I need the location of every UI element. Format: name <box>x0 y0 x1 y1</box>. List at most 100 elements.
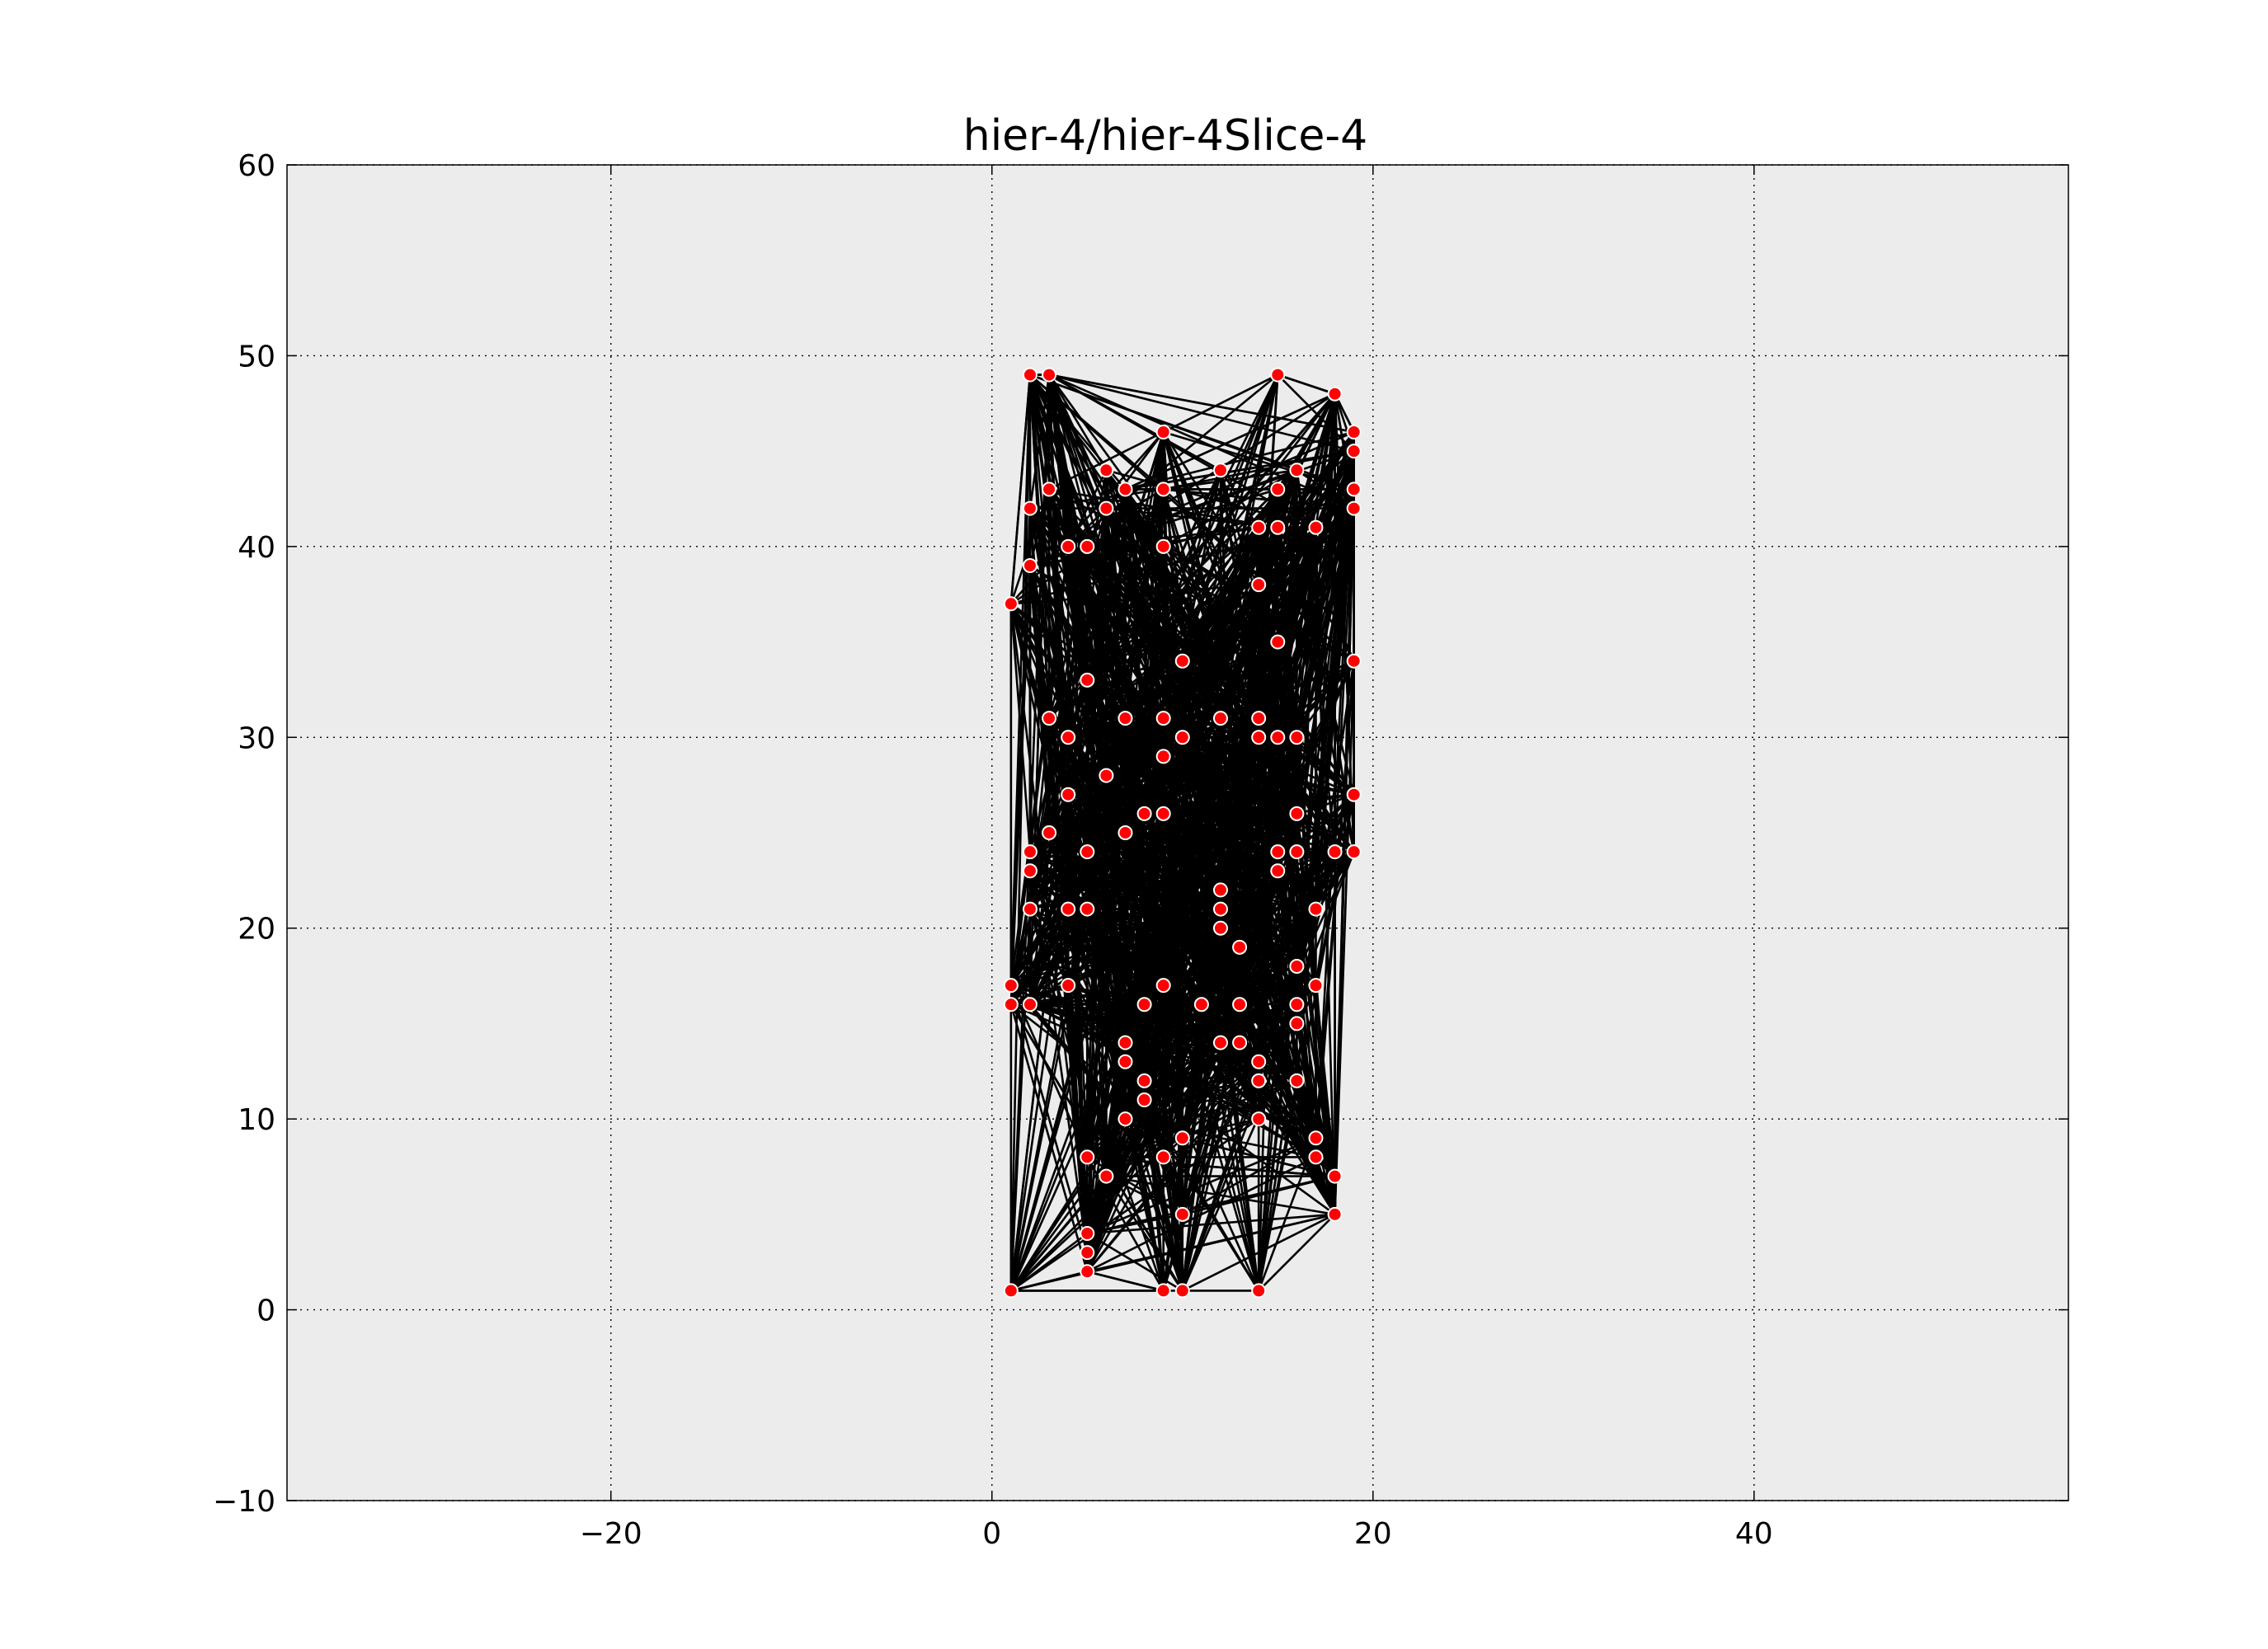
graph-node <box>1174 1283 1190 1299</box>
graph-node <box>1080 538 1095 554</box>
graph-edge <box>1124 832 1336 1215</box>
graph-node <box>1099 1168 1114 1184</box>
graph-edge <box>1009 736 1260 1006</box>
graph-edge <box>1009 565 1032 1005</box>
graph-edge <box>1067 488 1127 547</box>
graph-edge <box>1009 832 1127 1006</box>
graph-node <box>1080 1245 1095 1261</box>
graph-node <box>1155 425 1171 439</box>
graph-edge <box>1181 908 1317 1139</box>
graph-node <box>1136 997 1152 1012</box>
graph-edge <box>1124 717 1355 853</box>
graph-node <box>1251 519 1267 535</box>
graph-edge <box>1009 374 1032 986</box>
graph-edge <box>1143 737 1184 1082</box>
graph-edge <box>1162 851 1355 1158</box>
graph-node <box>1118 1035 1133 1050</box>
graph-node <box>1080 1149 1095 1165</box>
graph-node <box>1289 844 1305 860</box>
graph-node <box>1212 463 1228 478</box>
graph-edge <box>1258 1213 1336 1292</box>
graph-node <box>1289 1016 1305 1031</box>
graph-edge <box>1334 489 1355 1177</box>
graph-node <box>1155 1149 1171 1165</box>
graph-edge <box>1009 489 1127 1005</box>
graph-node <box>1080 901 1095 917</box>
graph-node <box>1174 653 1190 669</box>
graph-edge <box>1048 373 1354 434</box>
graph-edge <box>1105 507 1260 719</box>
graph-node <box>1099 768 1114 783</box>
graph-edge <box>1257 851 1298 1120</box>
graph-edge <box>1048 488 1165 548</box>
graph-node <box>1270 367 1286 383</box>
graph-edge <box>1010 1213 1335 1292</box>
graph-edge <box>1067 660 1355 987</box>
graph-node <box>1212 882 1228 898</box>
graph-node <box>1155 711 1171 726</box>
graph-edge <box>1087 1213 1335 1235</box>
graph-node <box>1080 844 1095 860</box>
y-tick-label: 50 <box>238 340 275 373</box>
graph-edge <box>1047 489 1089 1234</box>
y-tick-label: −10 <box>213 1485 275 1519</box>
graph-edge <box>1048 373 1355 510</box>
graph-node <box>1346 844 1362 860</box>
graph-edge <box>1086 1137 1316 1235</box>
graph-edge <box>1182 1175 1335 1216</box>
graph-node <box>1042 825 1057 840</box>
graph-node <box>1022 844 1038 860</box>
graph-node <box>1289 959 1305 974</box>
graph-edge <box>1257 660 1355 1291</box>
graph-edge <box>1124 488 1298 853</box>
graph-edge <box>1067 488 1279 910</box>
graph-node <box>1308 901 1324 917</box>
graph-node <box>1270 519 1286 535</box>
graph-node <box>1022 863 1038 879</box>
graph-edge <box>1009 908 1089 1006</box>
x-tick-label: 20 <box>1354 1517 1392 1551</box>
graph-edge <box>1047 488 1222 910</box>
graph-node <box>1232 997 1248 1012</box>
graph-node <box>1346 482 1362 497</box>
graph-node <box>1022 500 1038 516</box>
graph-node <box>1270 863 1286 879</box>
graph-edge <box>1296 470 1355 853</box>
graph-edge <box>1182 1213 1336 1292</box>
graph-node <box>1212 901 1228 917</box>
graph-node <box>1327 386 1343 402</box>
graph-node <box>1136 1092 1152 1107</box>
graph-node <box>1003 978 1019 994</box>
graph-edge <box>1276 470 1298 642</box>
graph-nodes <box>1003 367 1362 1299</box>
y-tick-label: 20 <box>238 913 275 947</box>
graph-node <box>1042 367 1057 383</box>
graph-edge <box>1009 374 1032 604</box>
graph-edge <box>1066 469 1222 986</box>
graph-edge <box>1086 679 1298 853</box>
graph-edge <box>1086 851 1298 1253</box>
graph-node <box>1155 1283 1171 1299</box>
graph-edge <box>1028 717 1165 910</box>
graph-edge <box>1029 1003 1297 1083</box>
graph-edge <box>1276 489 1298 853</box>
graph-node <box>1174 730 1190 745</box>
x-tick-label: 40 <box>1735 1517 1773 1551</box>
graph-node <box>1061 730 1076 745</box>
graph-edge <box>1087 1156 1335 1177</box>
graph-edge <box>1257 641 1279 1062</box>
graph-edge <box>1028 565 1089 681</box>
graph-edge <box>1105 717 1165 777</box>
graph-node <box>1061 901 1076 917</box>
graph-node <box>1327 844 1343 860</box>
graph-node <box>1061 787 1076 802</box>
graph-node <box>1155 749 1171 764</box>
axis-ticks: −20 0 20 40 −10 0 10 20 30 40 50 60 <box>213 149 2068 1551</box>
graph-node <box>1155 978 1171 994</box>
graph-node <box>1193 997 1209 1012</box>
graph-edge <box>1181 851 1355 1291</box>
graph-edge <box>1010 850 1297 987</box>
graph-node <box>1289 997 1305 1012</box>
graph-node <box>1003 997 1019 1012</box>
graph-edge <box>1277 488 1355 662</box>
